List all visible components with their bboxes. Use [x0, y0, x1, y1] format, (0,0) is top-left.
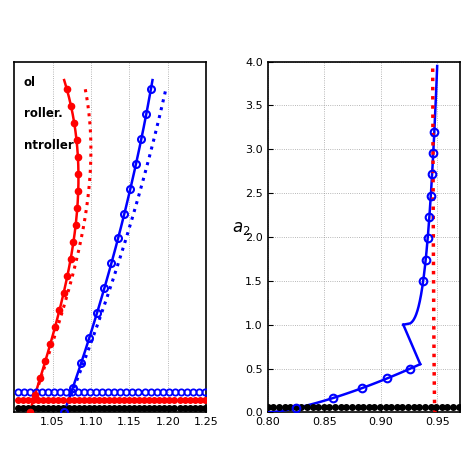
Text: ol: ol — [24, 76, 36, 89]
Text: roller.: roller. — [24, 107, 63, 120]
Y-axis label: $a_2$: $a_2$ — [232, 219, 250, 237]
Text: ntroller: ntroller — [24, 139, 73, 152]
